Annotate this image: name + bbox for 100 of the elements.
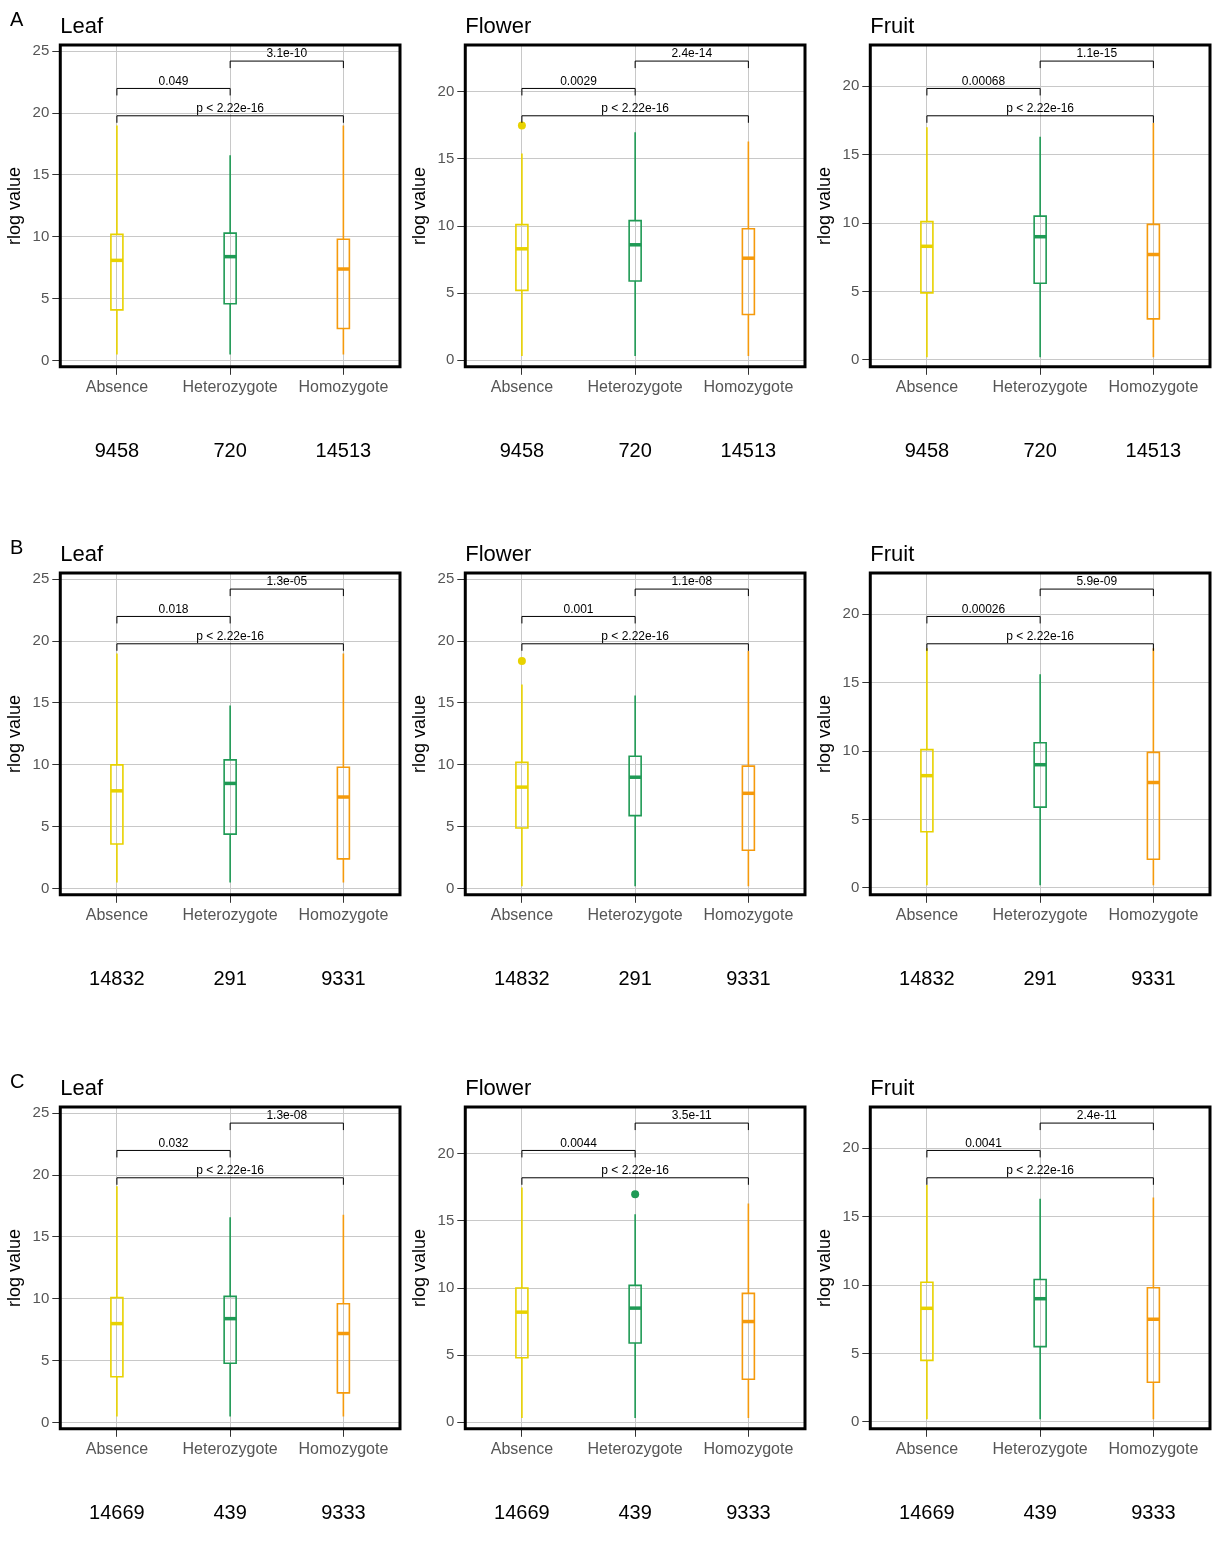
chart-title: Fruit (870, 1075, 915, 1100)
annotation: 0.018 (158, 601, 189, 616)
y-tick-label: 10 (32, 226, 50, 244)
annotation: 0.0044 (560, 1135, 598, 1150)
y-tick-label: 20 (437, 82, 455, 100)
annotation: p < 2.22e-16 (1006, 101, 1075, 116)
annotation: 0.0029 (560, 73, 598, 88)
text: 720 (618, 438, 652, 461)
y-tick-label: 5 (40, 1350, 50, 1368)
y-tick-label: 15 (842, 1206, 860, 1224)
annotation: p < 2.22e-16 (196, 1163, 265, 1178)
annotation: 1.1e-08 (671, 574, 713, 589)
y-tick-label: 10 (437, 1278, 455, 1296)
y-tick-label: 15 (32, 693, 50, 711)
y-tick-label: 25 (437, 569, 455, 587)
chart-title: Fruit (870, 541, 915, 566)
y-tick-label: 15 (437, 149, 455, 167)
annotation: p < 2.22e-16 (1006, 1163, 1075, 1178)
annotation: 1.3e-05 (266, 574, 308, 589)
annotation: p < 2.22e-16 (601, 101, 670, 116)
text: 720 (213, 438, 247, 461)
y-tick-label: 15 (32, 165, 50, 183)
y-tick-label: 20 (32, 631, 50, 649)
x-tick-label: Absence (490, 1439, 554, 1457)
y-axis-title: rlog value (813, 166, 834, 245)
text: 439 (1023, 1500, 1057, 1523)
y-tick-label: 15 (437, 1211, 455, 1229)
text: 14832 (89, 966, 145, 989)
y-axis-title: rlog value (408, 694, 429, 773)
text: 9331 (726, 966, 771, 989)
y-tick-label: 5 (40, 288, 50, 306)
x-tick-label: Homozygote (298, 905, 389, 923)
annotation: 3.1e-10 (266, 46, 308, 61)
y-tick-label: 10 (842, 1275, 860, 1293)
annotation: 0.00026 (961, 601, 1006, 616)
x-tick-label: Heterozygote (992, 905, 1088, 923)
annotation: p < 2.22e-16 (601, 1163, 670, 1178)
x-tick-label: Absence (895, 377, 959, 395)
x-tick-label: Homozygote (703, 905, 794, 923)
chart-title: Leaf (60, 13, 104, 38)
text: 9458 (904, 438, 950, 461)
text: 9331 (1131, 966, 1176, 989)
annotation: 0.001 (563, 601, 594, 616)
y-tick-label: 20 (32, 103, 50, 121)
x-tick-label: Homozygote (298, 377, 389, 395)
chart-title: Leaf (60, 1075, 104, 1100)
text: 14513 (720, 438, 777, 461)
y-tick-label: 0 (445, 350, 455, 368)
x-tick-label: Heterozygote (182, 905, 278, 923)
y-tick-label: 10 (32, 754, 50, 772)
y-tick-label: 10 (842, 741, 860, 759)
y-tick-label: 20 (32, 1165, 50, 1183)
annotation: 3.5e-11 (671, 1108, 712, 1123)
chart-title: Flower (465, 541, 532, 566)
x-tick-label: Absence (85, 377, 149, 395)
y-tick-label: 0 (850, 350, 860, 368)
text: C (10, 1070, 25, 1092)
x-tick-label: Heterozygote (182, 377, 278, 395)
y-tick-label: 0 (40, 1412, 50, 1430)
y-tick-label: 20 (842, 1138, 860, 1156)
x-tick-label: Heterozygote (587, 905, 683, 923)
y-tick-label: 10 (842, 213, 860, 231)
x-tick-label: Homozygote (1108, 1439, 1199, 1457)
x-tick-label: Absence (85, 1439, 149, 1457)
text: 14832 (494, 966, 550, 989)
y-tick-label: 20 (437, 631, 455, 649)
y-tick-label: 20 (842, 604, 860, 622)
y-tick-label: 15 (32, 1227, 50, 1245)
y-tick-label: 5 (40, 816, 50, 834)
y-tick-label: 15 (842, 672, 860, 690)
y-tick-label: 5 (445, 283, 455, 301)
x-tick-label: Homozygote (1108, 905, 1199, 923)
y-tick-label: 0 (40, 350, 50, 368)
y-tick-label: 5 (850, 1343, 860, 1361)
y-tick-label: 0 (850, 1412, 860, 1430)
annotation: 1.1e-15 (1076, 46, 1118, 61)
y-tick-label: 0 (850, 878, 860, 896)
chart-title: Flower (465, 13, 532, 38)
annotation: 0.032 (158, 1135, 189, 1150)
x-tick-label: Absence (490, 905, 554, 923)
text: 9333 (726, 1500, 771, 1523)
y-tick-label: 0 (40, 878, 50, 896)
text: 14669 (899, 1500, 955, 1523)
annotation: 0.0041 (965, 1135, 1003, 1150)
text: 9458 (499, 438, 545, 461)
text: 291 (618, 966, 652, 989)
x-tick-label: Absence (895, 905, 959, 923)
x-tick-label: Homozygote (1108, 377, 1199, 395)
y-tick-label: 10 (437, 754, 455, 772)
x-tick-label: Heterozygote (587, 377, 683, 395)
y-tick-label: 25 (32, 41, 50, 59)
x-tick-label: Heterozygote (182, 1439, 278, 1457)
y-tick-label: 15 (437, 693, 455, 711)
annotation: 0.049 (158, 73, 189, 88)
annotation: 2.4e-14 (671, 46, 713, 61)
annotation: p < 2.22e-16 (601, 629, 670, 644)
x-tick-label: Absence (490, 377, 554, 395)
annotation: p < 2.22e-16 (1006, 629, 1075, 644)
y-tick-label: 10 (437, 216, 455, 234)
x-tick-label: Absence (895, 1439, 959, 1457)
